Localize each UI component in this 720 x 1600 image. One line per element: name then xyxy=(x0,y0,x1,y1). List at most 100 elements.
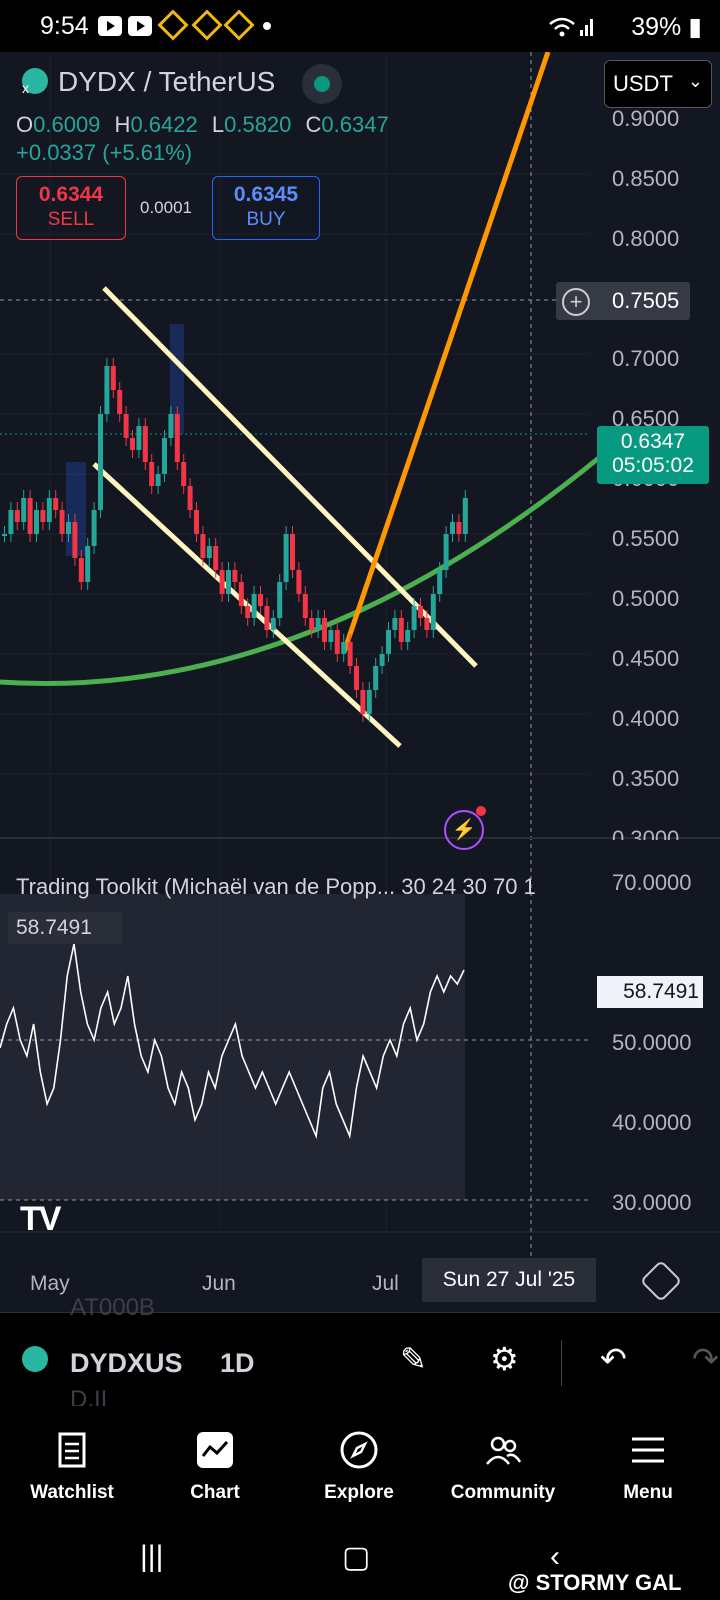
ghost-text: D.II xyxy=(70,1386,108,1406)
candle-body xyxy=(155,474,161,486)
symbol-button[interactable]: DYDXUS xyxy=(70,1348,183,1378)
candle-body xyxy=(411,606,417,630)
candle-body xyxy=(245,606,251,618)
lightning-icon[interactable]: ⚡ xyxy=(444,806,486,850)
watermark-text: @ STORMY GAL xyxy=(508,1570,682,1595)
sell-button[interactable]: 0.6344 SELL xyxy=(16,176,126,240)
bottom-nav xyxy=(0,1410,720,1520)
add-plus-icon[interactable]: + xyxy=(562,288,590,316)
candle-body xyxy=(270,618,276,630)
nav-community[interactable]: Community xyxy=(443,1430,563,1504)
price-tick: 0.8000 xyxy=(612,226,680,251)
candle-body xyxy=(347,642,353,666)
candle-body xyxy=(290,534,295,570)
price-tick: 0.3500 xyxy=(612,766,680,791)
nav-watchlist[interactable]: Watchlist xyxy=(12,1430,132,1504)
candle-body xyxy=(322,618,327,642)
draw-pencil-icon[interactable]: ✎ xyxy=(400,1341,427,1377)
status-time: 9:54 xyxy=(40,12,89,40)
nav-menu[interactable]: Menu xyxy=(588,1430,708,1504)
dydx-logo xyxy=(22,1346,48,1372)
chart-area[interactable]: USDT ⌄ xyxy=(0,52,720,1292)
candle-body xyxy=(219,570,225,594)
candle-body xyxy=(354,666,359,690)
candle-body xyxy=(98,414,103,510)
candle-body xyxy=(334,630,340,654)
time-tick: Jun xyxy=(202,1272,236,1295)
indicator-title[interactable]: Trading Toolkit (Michaël van de Popp... … xyxy=(16,874,536,899)
system-nav-bar xyxy=(0,1520,720,1600)
candle-body xyxy=(149,462,155,486)
candle-body xyxy=(341,642,347,654)
candle-body xyxy=(27,498,33,534)
price-tick: 0.8500 xyxy=(612,166,680,191)
last-price-tag: 0.6347 05:05:02 xyxy=(597,426,709,484)
candle-body xyxy=(187,486,193,510)
indicator-line xyxy=(0,943,465,1140)
toolbar-divider xyxy=(561,1340,562,1386)
market-open-indicator xyxy=(302,64,342,104)
candle-body xyxy=(373,666,379,690)
redo-icon[interactable]: ↷ xyxy=(692,1341,719,1377)
symbol-toolbar xyxy=(0,1312,720,1411)
candle-body xyxy=(136,426,142,450)
candle-body xyxy=(238,582,244,606)
exchange-badge-icon: x xyxy=(22,80,29,96)
candle-body xyxy=(53,498,59,510)
candle-body xyxy=(283,534,289,582)
candle-body xyxy=(418,606,423,618)
indicator-tick: 50.0000 xyxy=(612,1030,692,1055)
candle-body xyxy=(296,570,302,594)
candle-body xyxy=(21,498,27,522)
candle-body xyxy=(424,618,430,630)
crosshair-price-label[interactable]: + 0.7505 xyxy=(556,282,690,320)
watchlist-icon xyxy=(58,1432,86,1468)
candle-body xyxy=(315,618,321,630)
candle-body xyxy=(46,498,52,522)
candle-body xyxy=(162,438,167,474)
candle-body xyxy=(59,510,65,534)
crosshair-date-label: Sun 27 Jul '25 xyxy=(422,1258,596,1302)
indicator-tick: 40.0000 xyxy=(612,1110,692,1135)
candle-body xyxy=(226,570,231,594)
price-tick: 0.7000 xyxy=(612,346,680,371)
tradingview-logo: TV xyxy=(20,1200,61,1238)
candle-body xyxy=(117,390,123,414)
candle-body xyxy=(309,618,315,630)
home-icon[interactable]: ▢ xyxy=(342,1541,371,1574)
buy-button[interactable]: 0.6345 BUY xyxy=(212,176,320,240)
candle-body xyxy=(360,690,366,714)
currency-select[interactable]: USDT ⌄ xyxy=(604,60,712,108)
candle-body xyxy=(328,630,334,642)
indicator-value-tag: 58.7491 xyxy=(597,976,703,1008)
timeframe-button[interactable]: 1D xyxy=(220,1348,255,1378)
candle-body xyxy=(398,618,404,642)
indicators-sliders-icon[interactable]: ⚙ xyxy=(490,1341,519,1377)
price-chart-svg[interactable] xyxy=(0,52,720,1292)
chart-icon xyxy=(197,1432,233,1468)
nav-explore[interactable]: Explore xyxy=(299,1430,419,1504)
candle-body xyxy=(110,366,116,390)
notification-dot xyxy=(263,22,271,30)
price-tick: 0.4000 xyxy=(612,706,680,731)
candle-body xyxy=(104,366,110,414)
candle-body xyxy=(206,546,212,558)
undo-icon[interactable]: ↶ xyxy=(600,1341,627,1377)
recent-apps-icon[interactable]: ||| xyxy=(140,1540,164,1573)
indicator-value: 58.7491 xyxy=(8,912,122,944)
candle-body xyxy=(2,534,7,536)
time-tick: Jul xyxy=(372,1272,399,1295)
candle-body xyxy=(130,438,135,450)
candle-body xyxy=(168,414,174,438)
candle-body xyxy=(181,462,187,486)
candle-body xyxy=(174,414,180,462)
price-tick: 0.9000 xyxy=(612,106,680,131)
candle-body xyxy=(450,522,455,534)
nav-chart[interactable]: Chart xyxy=(155,1430,275,1504)
highlight-box xyxy=(170,324,184,434)
candle-body xyxy=(366,690,372,714)
candle-body xyxy=(72,522,78,558)
symbol-title[interactable]: DYDX / TetherUS xyxy=(58,66,276,97)
candle-body xyxy=(430,594,436,630)
back-icon[interactable]: ‹ xyxy=(550,1540,560,1573)
